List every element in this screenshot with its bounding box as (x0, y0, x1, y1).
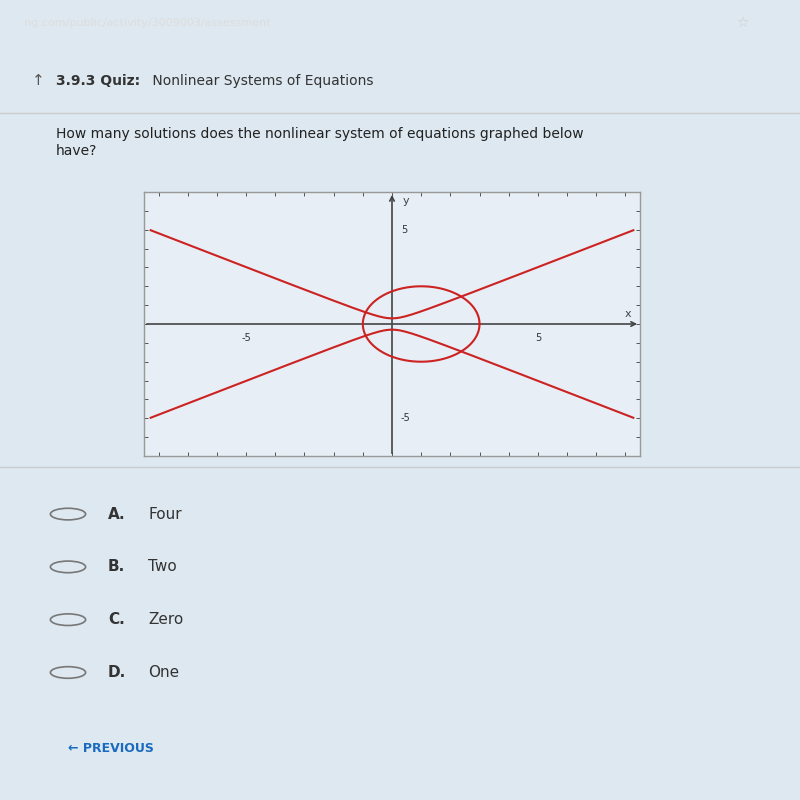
Text: Zero: Zero (148, 612, 183, 627)
Text: B.: B. (108, 559, 126, 574)
Text: Four: Four (148, 506, 182, 522)
Text: Two: Two (148, 559, 177, 574)
Text: -5: -5 (242, 334, 251, 343)
Text: x: x (625, 310, 631, 319)
Text: C.: C. (108, 612, 125, 627)
Text: 3.9.3 Quiz:: 3.9.3 Quiz: (56, 74, 140, 88)
Text: D.: D. (108, 665, 126, 680)
Text: Nonlinear Systems of Equations: Nonlinear Systems of Equations (148, 74, 374, 88)
Text: y: y (402, 196, 409, 206)
Text: -5: -5 (401, 414, 410, 423)
Text: ng.com/public/activity/3009003/assessment: ng.com/public/activity/3009003/assessmen… (24, 18, 270, 28)
Text: 5: 5 (401, 225, 407, 234)
Text: 5: 5 (534, 334, 541, 343)
Text: A.: A. (108, 506, 126, 522)
Text: ← PREVIOUS: ← PREVIOUS (68, 742, 154, 754)
Text: ☆: ☆ (736, 16, 749, 30)
Text: How many solutions does the nonlinear system of equations graphed below
have?: How many solutions does the nonlinear sy… (56, 127, 584, 158)
Text: One: One (148, 665, 179, 680)
Text: ↑: ↑ (32, 74, 45, 88)
